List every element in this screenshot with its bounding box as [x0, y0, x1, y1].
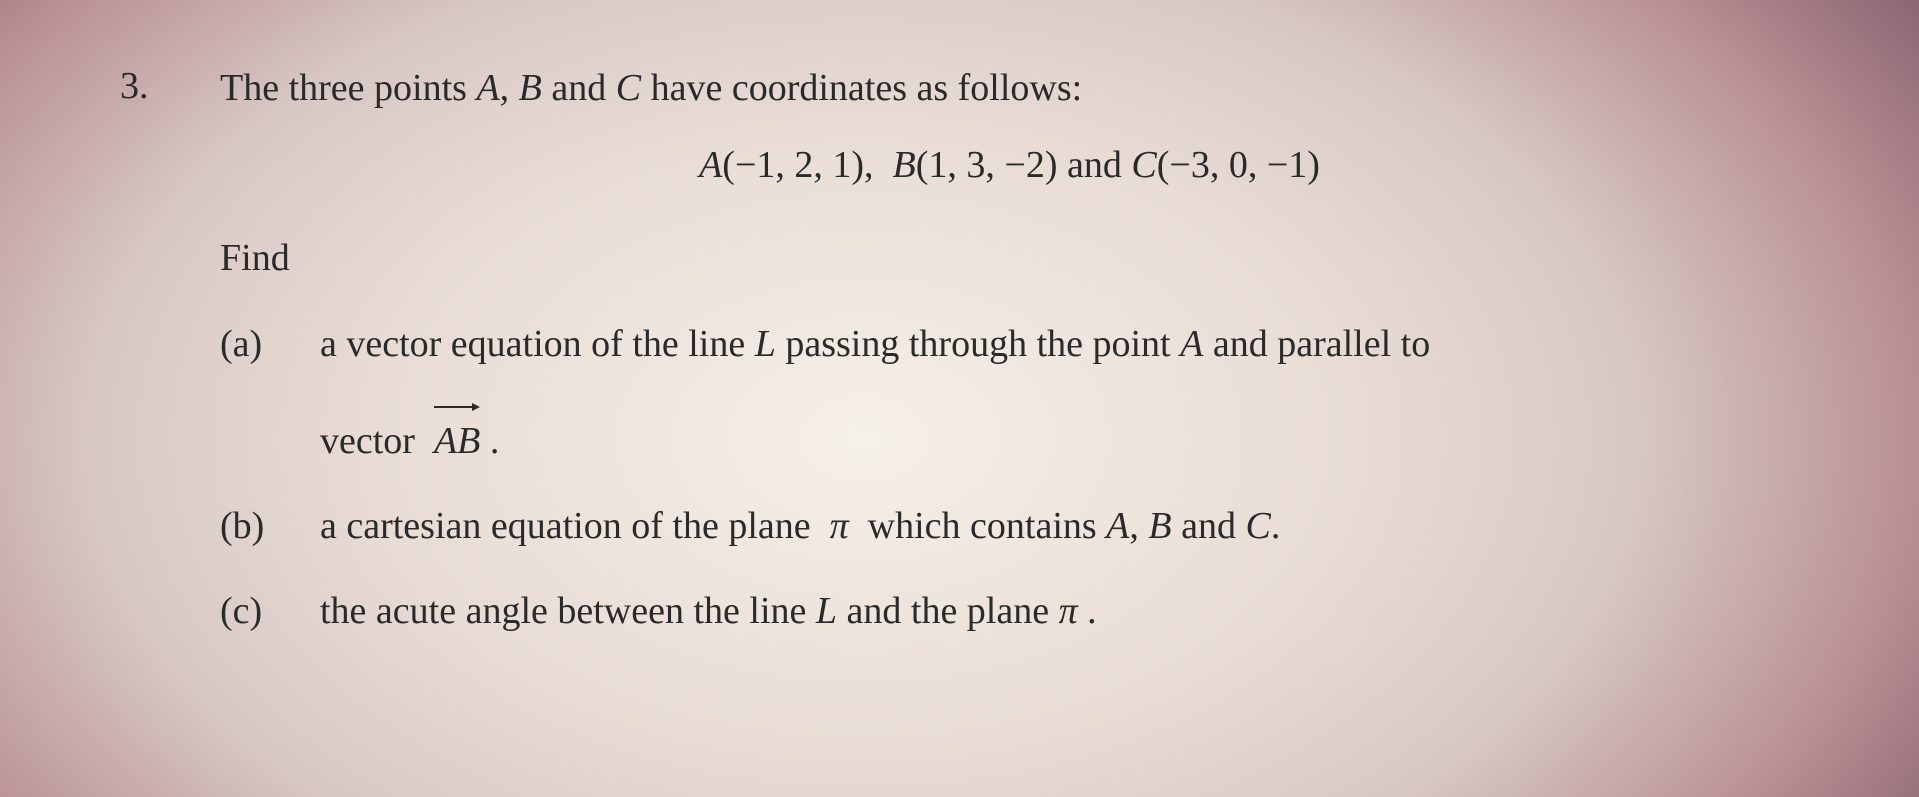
part-a-label: (a)	[220, 315, 320, 374]
part-c-text: the acute angle between the line L and t…	[320, 582, 1799, 641]
intro-suffix: have coordinates as follows:	[641, 67, 1082, 109]
coord-A-vals: (−1, 2, 1)	[722, 144, 864, 186]
a-t1: a vector equation of the line	[320, 323, 755, 365]
intro-text: The three points	[220, 67, 476, 109]
b-t3: .	[1271, 505, 1281, 547]
subparts: (a) a vector equation of the line L pass…	[220, 315, 1799, 641]
coord-C-vals: (−3, 0, −1)	[1157, 144, 1320, 186]
a-A: A	[1180, 323, 1203, 365]
a-t3: and parallel to	[1203, 323, 1430, 365]
question-number: 3.	[120, 60, 220, 113]
coord-sep1: ,	[864, 144, 893, 186]
coord-A-label: A	[699, 144, 722, 186]
part-a: (a) a vector equation of the line L pass…	[220, 315, 1799, 471]
coord-mid: and	[1058, 144, 1132, 186]
a-t5: .	[480, 420, 499, 462]
part-c: (c) the acute angle between the line L a…	[220, 582, 1799, 641]
c-t1: the acute angle between the line	[320, 590, 816, 632]
b-sep1: ,	[1129, 505, 1148, 547]
question-page: 3. The three points A, B and C have coor…	[0, 0, 1919, 797]
b-B: B	[1148, 505, 1171, 547]
a-L: L	[755, 323, 776, 365]
b-C: C	[1245, 505, 1270, 547]
c-t3: .	[1078, 590, 1097, 632]
vector-AB: AB	[434, 406, 480, 471]
part-b: (b) a cartesian equation of the plane π …	[220, 497, 1799, 556]
b-A: A	[1106, 505, 1129, 547]
coord-B-vals: (1, 3, −2)	[916, 144, 1058, 186]
c-pi: π	[1059, 590, 1078, 632]
find-label: Find	[220, 230, 1799, 287]
c-t2: and the plane	[837, 590, 1059, 632]
c-L: L	[816, 590, 837, 632]
question-body: The three points A, B and C have coordin…	[220, 60, 1799, 667]
a-t4: vector	[320, 420, 434, 462]
coord-B-label: B	[893, 144, 916, 186]
point-B: B	[519, 67, 542, 109]
para-break	[320, 374, 1799, 406]
part-a-text: a vector equation of the line L passing …	[320, 315, 1799, 471]
intro-sep2: and	[542, 67, 616, 109]
question-intro: The three points A, B and C have coordin…	[220, 60, 1799, 117]
point-A: A	[476, 67, 499, 109]
question-row: 3. The three points A, B and C have coor…	[120, 60, 1799, 667]
coord-C-label: C	[1131, 144, 1156, 186]
part-b-label: (b)	[220, 497, 320, 556]
b-sep2: and	[1172, 505, 1246, 547]
intro-sep1: ,	[500, 67, 519, 109]
b-t1: a cartesian equation of the plane	[320, 505, 830, 547]
part-b-text: a cartesian equation of the plane π whic…	[320, 497, 1799, 556]
part-c-label: (c)	[220, 582, 320, 641]
b-pi: π	[830, 505, 849, 547]
b-t2: which contains	[849, 505, 1107, 547]
coordinates-line: A(−1, 2, 1), B(1, 3, −2) and C(−3, 0, −1…	[220, 137, 1799, 194]
a-t2: passing through the point	[776, 323, 1180, 365]
point-C: C	[616, 67, 641, 109]
